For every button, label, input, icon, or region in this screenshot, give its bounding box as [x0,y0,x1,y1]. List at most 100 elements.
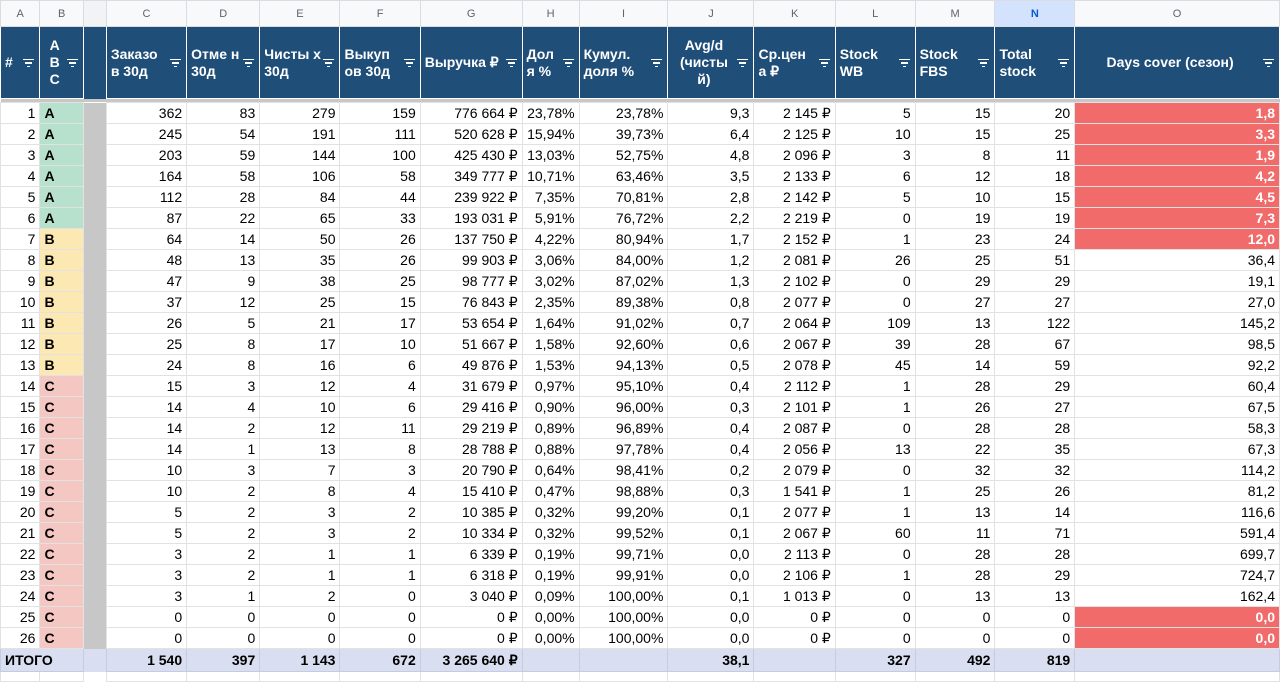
total-stock-cell[interactable]: 20 [994,102,1076,124]
column-header-a[interactable]: A [0,0,41,27]
stock-wb-cell[interactable]: 39 [834,333,916,355]
avg-price-cell[interactable]: 2 219 ₽ [753,207,836,229]
avg-per-day-cell[interactable]: 0,3 [667,480,755,502]
days-cover-cell[interactable]: 98,5 [1074,333,1280,355]
stock-fbs-cell[interactable]: 13 [914,501,996,523]
row-number-cell[interactable]: 23 [0,564,41,586]
header-cancels[interactable]: Отме н 30д [186,26,261,99]
revenue-cell[interactable]: 10 385 ₽ [419,501,523,523]
filter-icon[interactable] [978,58,990,67]
avg-price-cell[interactable]: 0 ₽ [753,627,836,649]
net-30d-cell[interactable]: 10 [259,396,341,418]
filter-icon[interactable] [170,58,182,67]
total-stock-cell[interactable]: 11 [994,144,1076,166]
avg-price-cell[interactable]: 2 067 ₽ [753,522,836,544]
total-stock-cell[interactable]: 0 [994,627,1076,649]
cancels-30d-cell[interactable]: 9 [186,270,261,292]
cancels-30d-cell[interactable]: 0 [186,627,261,649]
orders-30d-cell[interactable]: 25 [105,333,188,355]
total-stock-fbs-cell[interactable]: 492 [914,648,996,672]
cancels-30d-cell[interactable]: 28 [186,186,261,208]
cancels-30d-cell[interactable]: 2 [186,501,261,523]
cum-share-pct-cell[interactable]: 89,38% [578,291,669,313]
buyouts-30d-cell[interactable]: 6 [339,396,421,418]
empty-cell[interactable] [339,671,421,682]
avg-per-day-cell[interactable]: 0,0 [667,606,755,628]
days-cover-cell[interactable]: 58,3 [1074,417,1280,439]
row-number-cell[interactable]: 3 [0,144,41,166]
row-number-cell[interactable]: 6 [0,207,41,229]
buyouts-30d-cell[interactable]: 11 [339,417,421,439]
abc-class-cell[interactable]: A [39,165,84,187]
net-30d-cell[interactable]: 106 [259,165,341,187]
net-30d-cell[interactable]: 17 [259,333,341,355]
avg-price-cell[interactable]: 2 077 ₽ [753,501,836,523]
net-30d-cell[interactable]: 35 [259,249,341,271]
net-30d-cell[interactable]: 12 [259,417,341,439]
stock-wb-cell[interactable]: 5 [834,102,916,124]
header-buyouts[interactable]: Выкуп ов 30д [339,26,421,99]
avg-per-day-cell[interactable]: 0,6 [667,333,755,355]
cancels-30d-cell[interactable]: 54 [186,123,261,145]
days-cover-cell[interactable]: 7,3 [1074,207,1280,229]
cancels-30d-cell[interactable]: 2 [186,543,261,565]
cum-share-pct-cell[interactable]: 96,00% [578,396,669,418]
net-30d-cell[interactable]: 1 [259,564,341,586]
stock-wb-cell[interactable]: 13 [834,438,916,460]
cancels-30d-cell[interactable]: 58 [186,165,261,187]
days-cover-cell[interactable]: 1,8 [1074,102,1280,124]
net-30d-cell[interactable]: 50 [259,228,341,250]
header-abc[interactable]: A B C [39,26,84,99]
total-stock-cell[interactable]: 28 [994,417,1076,439]
cum-share-pct-cell[interactable]: 63,46% [578,165,669,187]
avg-per-day-cell[interactable]: 2,2 [667,207,755,229]
orders-30d-cell[interactable]: 3 [105,564,188,586]
empty-cell[interactable] [753,671,836,682]
stock-wb-cell[interactable]: 10 [834,123,916,145]
revenue-cell[interactable]: 6 339 ₽ [419,543,523,565]
days-cover-cell[interactable]: 4,2 [1074,165,1280,187]
empty-cell[interactable] [834,671,916,682]
revenue-cell[interactable]: 239 922 ₽ [419,186,523,208]
revenue-cell[interactable]: 31 679 ₽ [419,375,523,397]
net-30d-cell[interactable]: 0 [259,606,341,628]
row-number-cell[interactable]: 25 [0,606,41,628]
row-number-cell[interactable]: 21 [0,522,41,544]
total-stock-cell[interactable]: 25 [994,123,1076,145]
stock-fbs-cell[interactable]: 32 [914,459,996,481]
share-pct-cell[interactable]: 7,35% [521,186,580,208]
orders-30d-cell[interactable]: 362 [105,102,188,124]
days-cover-cell[interactable]: 699,7 [1074,543,1280,565]
revenue-cell[interactable]: 28 788 ₽ [419,438,523,460]
total-stock-cell[interactable]: 27 [994,396,1076,418]
column-header-n[interactable]: N [994,0,1076,27]
orders-30d-cell[interactable]: 10 [105,459,188,481]
stock-fbs-cell[interactable]: 12 [914,165,996,187]
total-stock-cell[interactable]: 27 [994,291,1076,313]
revenue-cell[interactable]: 99 903 ₽ [419,249,523,271]
avg-price-cell[interactable]: 2 056 ₽ [753,438,836,460]
total-stock-cell[interactable]: 13 [994,585,1076,607]
abc-class-cell[interactable]: B [39,249,84,271]
abc-class-cell[interactable]: A [39,102,84,124]
cum-share-pct-cell[interactable]: 39,73% [578,123,669,145]
stock-fbs-cell[interactable]: 8 [914,144,996,166]
revenue-cell[interactable]: 349 777 ₽ [419,165,523,187]
stock-fbs-cell[interactable]: 26 [914,396,996,418]
column-header-o[interactable]: O [1074,0,1280,27]
avg-per-day-cell[interactable]: 0,0 [667,627,755,649]
buyouts-30d-cell[interactable]: 111 [339,123,421,145]
abc-class-cell[interactable]: A [39,186,84,208]
avg-price-cell[interactable]: 2 112 ₽ [753,375,836,397]
total-stock-cell[interactable]: 29 [994,270,1076,292]
share-pct-cell[interactable]: 0,89% [521,417,580,439]
column-header-j[interactable]: J [667,0,755,27]
days-cover-cell[interactable]: 27,0 [1074,291,1280,313]
buyouts-30d-cell[interactable]: 0 [339,585,421,607]
row-number-cell[interactable]: 10 [0,291,41,313]
days-cover-cell[interactable]: 114,2 [1074,459,1280,481]
filter-icon[interactable] [562,58,574,67]
avg-per-day-cell[interactable]: 0,4 [667,417,755,439]
total-stock-cell[interactable]: 26 [994,480,1076,502]
abc-class-cell[interactable]: A [39,144,84,166]
